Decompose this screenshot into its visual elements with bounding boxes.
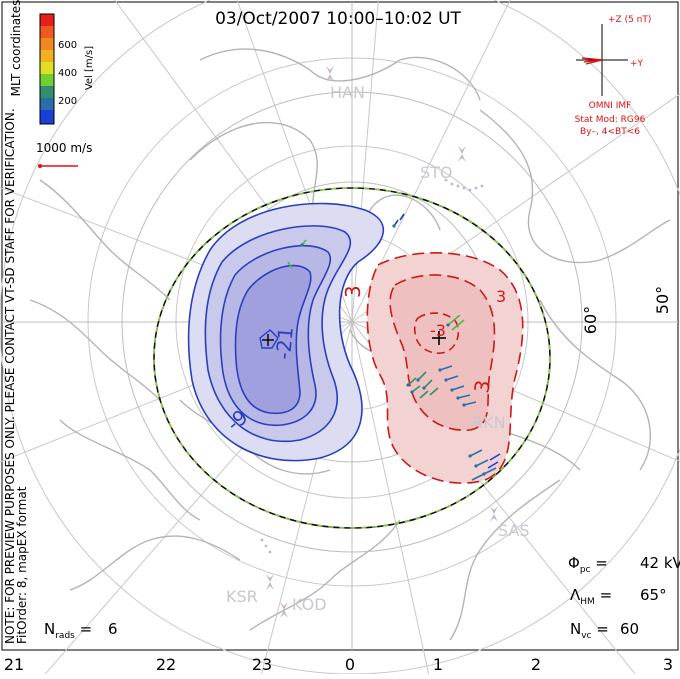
colorbar-tick: 200 bbox=[58, 96, 77, 107]
mlt-tick: 23 bbox=[252, 655, 272, 674]
imf-z-label: +Z (5 nT) bbox=[608, 15, 651, 25]
station-label: KSR bbox=[226, 587, 258, 606]
scale-label: 1000 m/s bbox=[36, 141, 92, 155]
mlt-tick: 1 bbox=[433, 655, 443, 674]
imf-y-label: +Y bbox=[630, 59, 644, 69]
hm-boundary-dash bbox=[153, 187, 551, 529]
fit-info: FitOrder: 8, mapEX format bbox=[15, 486, 29, 644]
nrads-value: 6 bbox=[108, 620, 118, 638]
nvc-symbol: Nvc = bbox=[570, 620, 609, 641]
contour-label: 3 bbox=[341, 285, 365, 298]
map-title: 03/Oct/2007 10:00–10:02 UT bbox=[215, 9, 461, 29]
imf-source: OMNI IMF bbox=[589, 101, 632, 111]
mlt-tick: 21 bbox=[4, 655, 24, 674]
mlt-tick: 3 bbox=[663, 655, 673, 674]
velocity-vectors bbox=[287, 213, 501, 481]
mlt-tick: 22 bbox=[156, 655, 176, 674]
phi-pc-symbol: Φpc = bbox=[568, 554, 608, 575]
imf-model: Stat Mod: RG96 bbox=[575, 115, 646, 125]
mlt-tick: 2 bbox=[531, 655, 541, 674]
contour-label: 3 bbox=[496, 287, 506, 306]
station-label: HAN bbox=[330, 83, 365, 102]
preview-notice: NOTE: FOR PREVIEW PURPOSES ONLY. PLEASE … bbox=[3, 108, 17, 644]
contour-label: -3 bbox=[430, 321, 446, 340]
scale-vector bbox=[38, 164, 78, 168]
latitude-label-60: 60° bbox=[581, 306, 600, 334]
phi-pc-value: 42 kV bbox=[640, 554, 680, 572]
contour-label: 3 bbox=[469, 378, 495, 395]
colorbar-tick: 600 bbox=[58, 40, 77, 51]
imf-clock bbox=[576, 24, 628, 96]
coord-label: MLT coordinates bbox=[9, 0, 23, 96]
lambda-hm-value: 65° bbox=[640, 586, 667, 604]
station-beams bbox=[260, 178, 484, 554]
negative-potential-cell bbox=[187, 202, 385, 462]
map-stats: Φpc = 42 kV ΛHM = 65° Nvc = 60 Nrads = 6 bbox=[44, 554, 680, 641]
mlt-axis: 21 22 23 0 1 2 3 bbox=[4, 655, 673, 674]
mlt-tick: 0 bbox=[345, 655, 355, 674]
station-label: KOD bbox=[292, 595, 327, 614]
colorbar-unit: Vel [m/s] bbox=[84, 46, 95, 90]
colorbar-tick: 400 bbox=[58, 68, 77, 79]
imf-condition: By–, 4<BT<6 bbox=[580, 127, 640, 137]
station-markers bbox=[266, 66, 498, 618]
contour-label: -21 bbox=[271, 326, 298, 361]
velocity-colorbar: 600 400 200 Vel [m/s] bbox=[39, 13, 95, 125]
station-label: RKN bbox=[472, 413, 506, 432]
station-labels: HAN STO RKN SAS KSR KOD bbox=[226, 83, 530, 614]
station-label: STO bbox=[420, 163, 453, 182]
positive-potential-cell bbox=[366, 252, 524, 484]
nvc-value: 60 bbox=[620, 620, 639, 638]
station-label: SAS bbox=[498, 521, 530, 540]
latitude-label-50: 50° bbox=[653, 286, 672, 314]
